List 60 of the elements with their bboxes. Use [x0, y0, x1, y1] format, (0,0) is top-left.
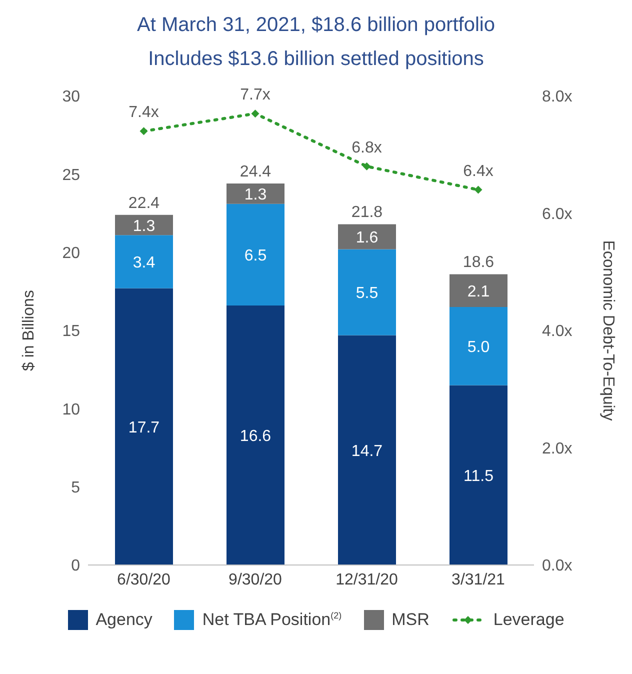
legend-label: Leverage — [493, 610, 564, 629]
data-label: 2.1 — [467, 284, 490, 301]
bar — [226, 204, 284, 306]
data-label: 1.3 — [244, 186, 267, 204]
bar — [338, 335, 396, 565]
x-tick-label: 9/30/20 — [228, 571, 282, 588]
data-label: 3.4 — [132, 254, 156, 272]
point — [140, 127, 148, 136]
data-label: 6.5 — [244, 248, 267, 265]
bar — [338, 249, 396, 336]
bar — [226, 305, 284, 565]
total-label: 18.6 — [462, 254, 494, 272]
bar — [450, 307, 508, 386]
total-label: 22.4 — [128, 194, 160, 212]
y-axis-title: $ in Billions — [20, 290, 38, 371]
data-label: 11.5 — [464, 468, 494, 486]
bar — [338, 224, 396, 250]
y2-tick-label: 6.0x — [542, 206, 572, 223]
chart-title: At March 31, 2021, $18.6 billion portfolio — [136, 13, 496, 38]
y-tick-label: 15 — [62, 323, 80, 340]
data-label: 1.6 — [356, 230, 378, 247]
legend-label: Net TBA Position$^{(2)}$ — [202, 610, 342, 629]
total-label: 21.8 — [351, 204, 383, 222]
bar — [450, 274, 508, 308]
y-tick-label: 10 — [62, 401, 80, 418]
y-tick-label: 30 — [62, 88, 80, 106]
y2-tick-label: 8.0x — [542, 88, 572, 106]
y2-tick-label: 0.0x — [542, 558, 572, 575]
y-tick-label: 5 — [71, 480, 80, 497]
bar — [226, 184, 284, 204]
x-tick-label: 3/31/21 — [452, 571, 506, 588]
point — [362, 162, 371, 170]
data-label: 7.4x — [128, 104, 159, 122]
bar — [115, 214, 173, 236]
y2-tick-label: 4.0x — [542, 323, 572, 340]
data-label: 17.7 — [128, 420, 160, 437]
data-label: 5.5 — [356, 285, 378, 302]
y2-tick-label: 2.0x — [542, 440, 572, 458]
y-tick-label: 20 — [62, 245, 80, 262]
chart-subtitle: Includes $13.6 billion settled positions — [147, 47, 485, 72]
legend-label: Agency — [96, 610, 152, 629]
data-label: 1.3 — [132, 218, 156, 235]
data-label: 5.0 — [467, 339, 490, 356]
legend-label: MSR — [392, 610, 430, 629]
point — [251, 110, 260, 118]
data-label: 6.4x — [463, 162, 494, 180]
data-label: 16.6 — [240, 428, 272, 446]
x-tick-label: 6/30/20 — [117, 571, 171, 588]
x-tick-label: 12/31/20 — [336, 571, 398, 588]
bar — [450, 385, 508, 565]
y-tick-label: 0 — [71, 558, 80, 575]
bar — [115, 235, 173, 288]
y-tick-label: 25 — [62, 166, 80, 184]
data-label: 14.7 — [351, 443, 383, 460]
bar — [115, 288, 173, 565]
total-label: 24.4 — [240, 164, 272, 181]
y2-axis-title: Economic Debt-To-Equity — [599, 240, 616, 421]
data-label: 6.8x — [352, 139, 382, 156]
point — [474, 186, 482, 194]
data-label: 7.7x — [240, 86, 270, 104]
